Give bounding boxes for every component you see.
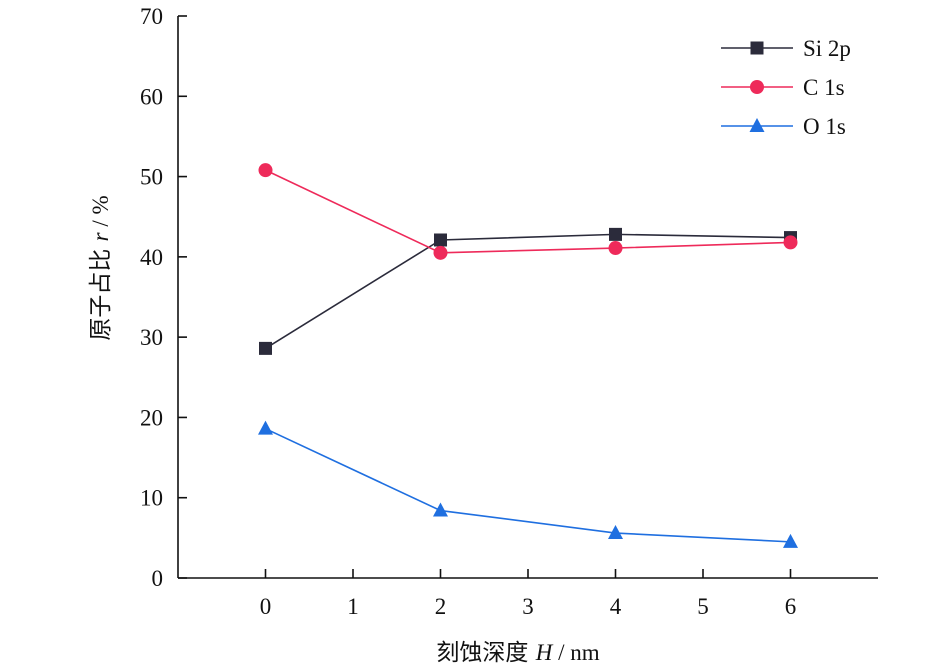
legend-label: O 1s [803, 114, 846, 139]
legend-item: C 1s [721, 75, 845, 100]
data-point [259, 341, 272, 355]
series-line [265, 169, 791, 254]
data-point [783, 533, 798, 548]
data-point [608, 241, 623, 256]
x-tick-label: 5 [697, 594, 709, 619]
legend: Si 2p C 1s O 1s [721, 36, 851, 139]
y-tick-label: 50 [140, 165, 163, 190]
series-si-2p [259, 227, 797, 355]
y-tick-label: 20 [140, 405, 163, 430]
y-axis-title-unit: / % [88, 195, 113, 232]
x-tick-label: 3 [522, 594, 534, 619]
y-tick-label: 30 [140, 325, 163, 350]
legend-item: Si 2p [721, 36, 851, 61]
x-axis-title-var: H [535, 640, 554, 665]
x-axis-title-unit: / nm [552, 640, 599, 665]
series-c-1s [258, 163, 798, 260]
legend-marker [749, 118, 765, 132]
y-tick-label: 40 [140, 245, 163, 270]
series-line [265, 233, 791, 350]
series-layer [258, 163, 798, 548]
series-line [265, 427, 791, 543]
y-tick-label: 60 [140, 84, 163, 109]
x-tick-label: 4 [610, 594, 622, 619]
legend-marker [750, 41, 764, 55]
data-point [433, 502, 448, 517]
data-point [433, 245, 448, 260]
x-tick-label: 0 [260, 594, 272, 619]
data-point [434, 233, 447, 247]
x-axis-title: 刻蚀深度 H / nm [436, 640, 599, 666]
axes [177, 16, 878, 579]
y-axis-ticks: 0 10 20 30 40 50 60 70 [140, 4, 187, 591]
x-axis-title-prefix: 刻蚀深度 [436, 640, 535, 666]
y-axis-title-var: r [88, 231, 113, 241]
data-point [783, 235, 798, 250]
y-tick-label: 70 [140, 4, 163, 29]
series-o-1s [258, 420, 798, 548]
x-tick-label: 1 [347, 594, 359, 619]
x-tick-label: 2 [435, 594, 447, 619]
y-axis-title-prefix: 原子占比 [88, 241, 114, 340]
x-tick-label: 6 [785, 594, 797, 619]
data-point [609, 227, 622, 241]
data-point [258, 420, 273, 435]
legend-marker [750, 80, 764, 94]
legend-item: O 1s [721, 114, 846, 139]
y-axis-title: 原子占比 r / % [88, 195, 114, 340]
data-point [608, 525, 623, 540]
y-tick-label: 10 [140, 486, 163, 511]
legend-label: C 1s [803, 75, 845, 100]
x-axis-ticks: 0 1 2 3 4 5 6 [260, 569, 797, 619]
legend-label: Si 2p [803, 36, 851, 61]
data-point [258, 163, 273, 178]
y-tick-label: 0 [152, 566, 164, 591]
